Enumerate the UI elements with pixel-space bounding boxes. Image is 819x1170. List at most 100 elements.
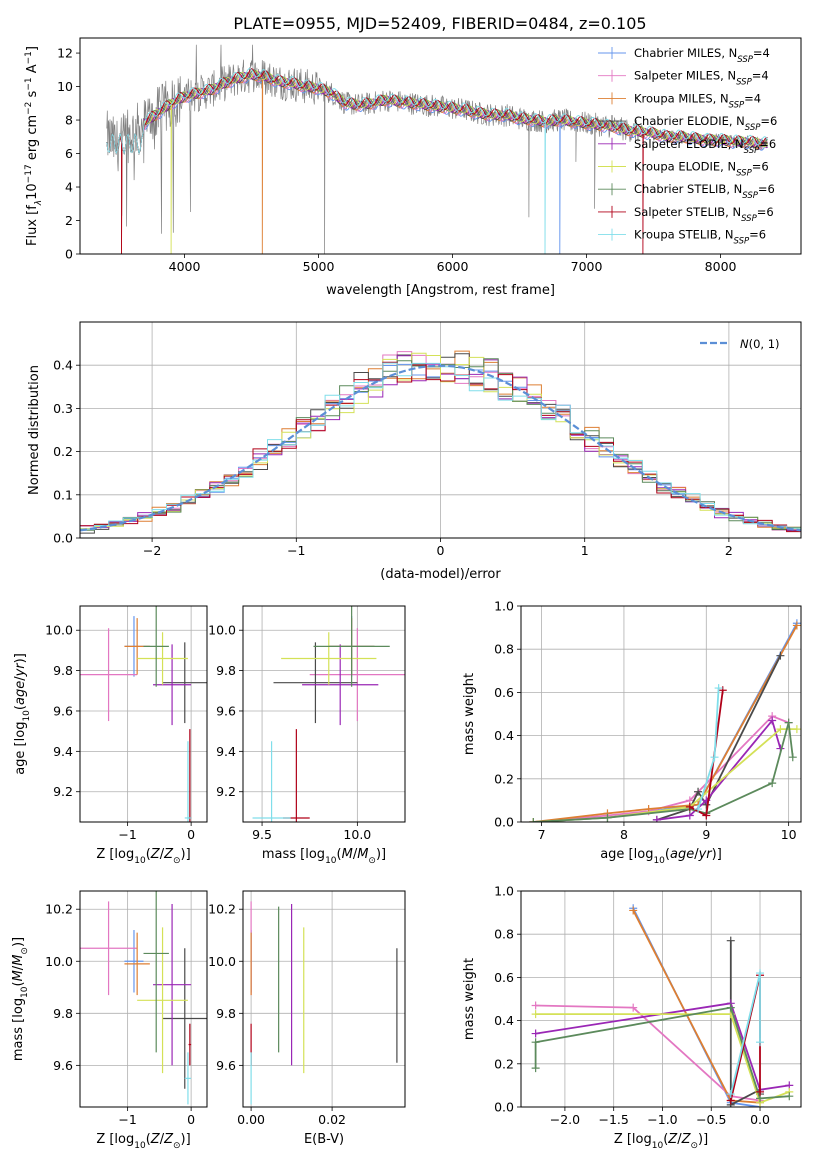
panel-massweight_vs_Z: −2.0 −1.5 −1.0 −0.5 0.0 0.0 0.2 0.4 0.6 0.8 1.0 Z [… [462, 884, 802, 1151]
series-marker [768, 716, 777, 725]
label-part: mass [log [11, 998, 26, 1061]
label-part: −1 [24, 77, 34, 90]
label-part: 10 [22, 710, 32, 722]
series-marker [768, 779, 777, 788]
series-marker [776, 725, 785, 734]
label-part: yr [13, 662, 28, 678]
label-part: )] [181, 1132, 191, 1147]
x-tick-label: −1 [287, 543, 305, 558]
plot-area-massweight_vs_age [529, 619, 801, 822]
plot-area-spectrum [106, 44, 768, 254]
series-line-kroupa-miles [533, 624, 798, 822]
series-marker [629, 1003, 638, 1012]
label-part: mass weight [462, 673, 477, 755]
label-part: age [13, 681, 28, 705]
axes-frame [79, 37, 802, 255]
x-axis-label: Z [log10(Z/Z⊙)] [614, 1132, 708, 1151]
legend-label: Kroupa MILES, NSSP=4 [634, 91, 761, 110]
label-part: yr [698, 847, 714, 862]
series-marker [531, 1010, 540, 1019]
legend-label: Kroupa STELIB, NSSP=6 [634, 228, 766, 247]
label-part: 10 [653, 856, 665, 866]
series-marker [531, 1038, 540, 1047]
label-part: / [160, 847, 165, 862]
x-tick-label: 0 [187, 827, 195, 842]
legend-sub: SSP [736, 169, 752, 179]
legend-count: =6 [757, 205, 774, 219]
legend-name: Kroupa STELIB, N [634, 228, 734, 242]
panel-mass_vs_Z: −1 09.69.810.010.2Z [log10(Z/Z⊙)]mass [lo… [11, 890, 208, 1151]
series-marker [702, 811, 711, 820]
axes-frame [79, 605, 208, 823]
legend-count: =6 [759, 137, 776, 151]
legend-count: =6 [760, 114, 777, 128]
series-marker [531, 1064, 540, 1073]
label-part: Z [163, 847, 174, 862]
series-marker [776, 651, 785, 660]
y-tick-label: 0.6 [494, 970, 514, 985]
legend-name: Salpeter STELIB, N [634, 205, 741, 219]
x-axis-label: Z [log10(Z/Z⊙)] [96, 847, 190, 866]
series-marker [792, 725, 801, 734]
legend-label: Salpeter STELIB, NSSP=6 [634, 205, 774, 224]
y-tick-label: 0.2 [53, 444, 73, 459]
y-tick-label: 10.2 [45, 902, 73, 917]
legend-count: =4 [752, 69, 769, 83]
plot-area-residuals [80, 350, 801, 536]
legend-name: Salpeter ELODIE, N [634, 137, 744, 151]
label-part: ⊙ [173, 856, 181, 866]
x-tick-label: 10 [781, 827, 797, 842]
series-line-salpeter-miles [533, 715, 789, 822]
legend-sub: SSP [742, 191, 758, 201]
x-tick-label: 8 [620, 827, 628, 842]
x-axis-label: E(B-V) [304, 1132, 344, 1147]
y-tick-label: 1.0 [494, 599, 514, 614]
x-tick-label: 0.02 [318, 1112, 346, 1127]
y-axis-label: mass [log10(M/M⊙)] [11, 937, 30, 1061]
y-tick-label: 9.2 [216, 784, 236, 799]
label-part: s [25, 90, 40, 101]
label-part: / [353, 847, 358, 862]
series-marker [531, 1029, 540, 1038]
label-part: −2 [24, 102, 34, 115]
legend-count: =6 [749, 228, 766, 242]
series-marker [756, 1038, 765, 1047]
y-tick-label: 0.0 [494, 815, 514, 830]
label-part: mass [log [262, 847, 325, 862]
y-axis-label: mass weight [462, 958, 477, 1040]
label-part: ( [146, 1132, 151, 1147]
legend-label: Chabrier MILES, NSSP=4 [634, 46, 770, 65]
legend-args: (0, 1) [749, 337, 780, 351]
series-marker [714, 684, 723, 693]
x-axis-label: Z [log10(Z/Z⊙)] [96, 1132, 190, 1151]
y-tick-label: 4 [65, 180, 73, 195]
label-part: −17 [24, 164, 34, 183]
y-tick-label: 0.8 [494, 642, 514, 657]
y-tick-label: 9.6 [53, 1058, 73, 1073]
label-part: Z [log [96, 847, 134, 862]
label-part: 10 [25, 183, 40, 200]
label-part: ⊙ [368, 856, 376, 866]
x-tick-label: 8000 [705, 259, 737, 274]
legend-sub: SSP [737, 55, 753, 65]
plot-area-mass_vs_ebv [250, 901, 398, 1105]
y-tick-label: 10.0 [45, 954, 73, 969]
x-tick-label: 0.0 [750, 1112, 770, 1127]
y-axis-label: mass weight [462, 673, 477, 755]
label-part: 10 [20, 986, 30, 998]
x-tick-label: 0.00 [237, 1112, 265, 1127]
y-tick-label: 2 [65, 213, 73, 228]
label-part: ( [13, 705, 28, 710]
label-part: λ [34, 200, 44, 206]
label-part: Z [log [614, 1132, 652, 1147]
plot-area-massweight_vs_Z [531, 904, 794, 1107]
y-tick-label: 9.4 [216, 744, 236, 759]
label-part: M [342, 847, 353, 862]
label-part: )] [11, 937, 26, 947]
label-part: M [11, 970, 26, 981]
label-part: 10 [134, 1141, 146, 1151]
y-tick-label: 9.6 [53, 703, 73, 718]
legend-name: Kroupa ELODIE, N [634, 160, 736, 174]
x-tick-label: 9.5 [252, 827, 272, 842]
